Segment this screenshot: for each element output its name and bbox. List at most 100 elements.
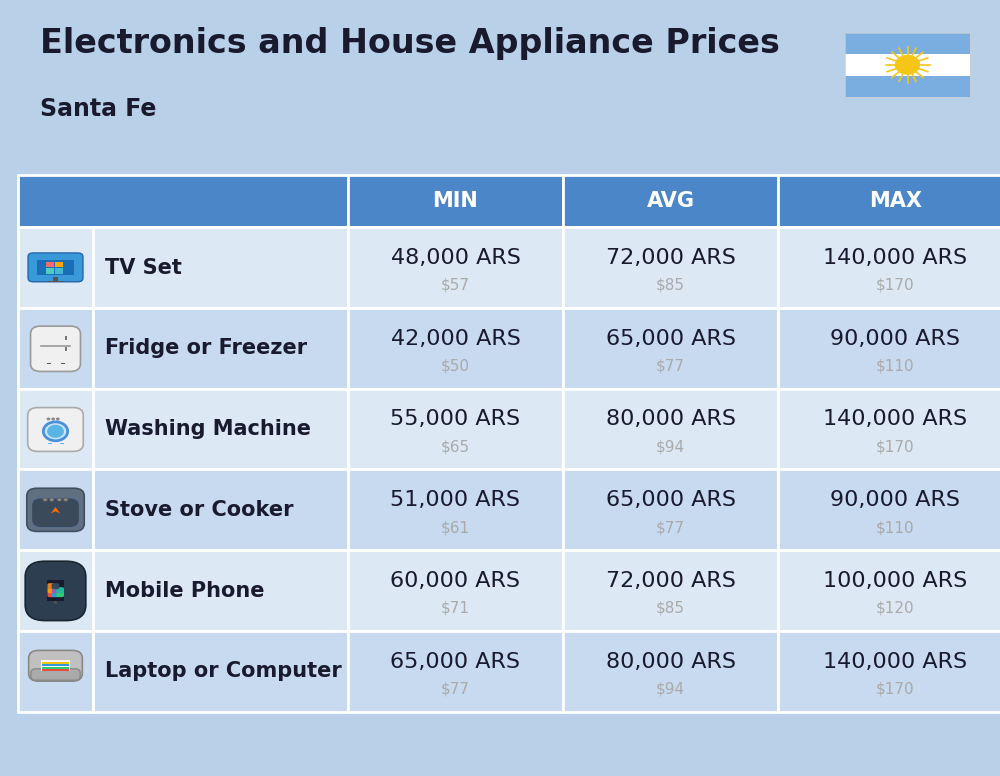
FancyBboxPatch shape <box>29 650 82 681</box>
FancyBboxPatch shape <box>25 561 86 621</box>
Text: 55,000 ARS: 55,000 ARS <box>390 410 521 429</box>
Text: 140,000 ARS: 140,000 ARS <box>823 248 968 268</box>
Text: 72,000 ARS: 72,000 ARS <box>606 248 735 268</box>
Text: 80,000 ARS: 80,000 ARS <box>606 652 736 671</box>
Text: $85: $85 <box>656 278 685 293</box>
Bar <box>563 175 778 227</box>
Polygon shape <box>53 509 58 512</box>
Bar <box>93 631 348 712</box>
Bar <box>348 389 563 469</box>
Text: $50: $50 <box>441 359 470 374</box>
FancyBboxPatch shape <box>52 591 59 598</box>
Text: 48,000 ARS: 48,000 ARS <box>391 248 520 268</box>
Text: $57: $57 <box>441 278 470 293</box>
Bar <box>18 175 348 227</box>
Text: $77: $77 <box>656 359 685 374</box>
Text: Electronics and House Appliance Prices: Electronics and House Appliance Prices <box>40 27 780 61</box>
Bar <box>778 175 1000 227</box>
Bar <box>563 469 778 550</box>
Bar <box>65 347 67 351</box>
Text: $110: $110 <box>876 520 915 535</box>
Bar <box>18 389 93 469</box>
Circle shape <box>57 498 62 501</box>
FancyBboxPatch shape <box>31 669 80 681</box>
Text: 51,000 ARS: 51,000 ARS <box>390 490 520 510</box>
Text: 65,000 ARS: 65,000 ARS <box>606 329 736 348</box>
Text: AVG: AVG <box>646 191 694 211</box>
Text: $61: $61 <box>441 520 470 535</box>
Text: 100,000 ARS: 100,000 ARS <box>823 571 968 591</box>
Bar <box>348 469 563 550</box>
Circle shape <box>49 498 54 501</box>
Text: MAX: MAX <box>869 191 922 211</box>
Text: 60,000 ARS: 60,000 ARS <box>390 571 520 591</box>
Text: Santa Fe: Santa Fe <box>40 97 156 121</box>
Bar <box>55 262 63 268</box>
Text: $94: $94 <box>656 439 685 455</box>
Text: 90,000 ARS: 90,000 ARS <box>830 490 960 510</box>
Circle shape <box>63 498 68 501</box>
Text: TV Set: TV Set <box>105 258 182 278</box>
Text: $170: $170 <box>876 278 915 293</box>
Text: Laptop or Computer: Laptop or Computer <box>105 661 342 681</box>
Text: $110: $110 <box>876 359 915 374</box>
FancyBboxPatch shape <box>31 326 80 372</box>
Text: $170: $170 <box>876 439 915 455</box>
FancyBboxPatch shape <box>28 407 83 452</box>
Text: 90,000 ARS: 90,000 ARS <box>830 329 960 348</box>
FancyBboxPatch shape <box>56 587 64 593</box>
Bar <box>563 227 778 308</box>
Bar <box>48 443 52 445</box>
FancyBboxPatch shape <box>47 587 55 593</box>
Text: $71: $71 <box>441 601 470 616</box>
Bar <box>778 227 1000 308</box>
Bar <box>93 389 348 469</box>
Bar <box>93 469 348 550</box>
Bar <box>563 550 778 631</box>
Bar <box>93 308 348 389</box>
Bar <box>18 308 93 389</box>
FancyBboxPatch shape <box>52 587 59 593</box>
Bar <box>18 469 93 550</box>
Bar <box>46 268 54 274</box>
Text: 72,000 ARS: 72,000 ARS <box>606 571 735 591</box>
Circle shape <box>47 424 64 438</box>
Bar <box>46 262 54 268</box>
Text: $94: $94 <box>656 681 685 697</box>
Bar <box>845 75 970 97</box>
Bar <box>47 580 64 601</box>
Polygon shape <box>51 507 60 514</box>
Circle shape <box>43 422 68 441</box>
Bar <box>563 308 778 389</box>
Text: $120: $120 <box>876 601 915 616</box>
Circle shape <box>51 417 55 421</box>
Text: Stove or Cooker: Stove or Cooker <box>105 500 294 520</box>
Bar <box>47 281 64 282</box>
Bar <box>563 631 778 712</box>
Text: $77: $77 <box>656 520 685 535</box>
Text: Washing Machine: Washing Machine <box>105 419 311 439</box>
Circle shape <box>56 417 60 421</box>
Bar <box>348 175 563 227</box>
Bar <box>348 308 563 389</box>
Text: $77: $77 <box>441 681 470 697</box>
Bar <box>18 227 93 308</box>
Bar <box>42 669 69 671</box>
FancyBboxPatch shape <box>37 261 74 275</box>
Bar <box>42 667 69 668</box>
Text: $65: $65 <box>441 439 470 455</box>
Circle shape <box>47 417 50 421</box>
Bar <box>563 389 778 469</box>
Bar <box>41 660 70 671</box>
Text: Mobile Phone: Mobile Phone <box>105 580 264 601</box>
Text: Fridge or Freezer: Fridge or Freezer <box>105 338 307 359</box>
FancyBboxPatch shape <box>27 488 84 532</box>
Bar <box>348 550 563 631</box>
Bar <box>778 469 1000 550</box>
Bar <box>93 550 348 631</box>
Bar <box>778 308 1000 389</box>
Bar <box>42 664 69 666</box>
Bar <box>61 363 65 365</box>
FancyBboxPatch shape <box>47 591 55 598</box>
Bar <box>53 277 58 282</box>
